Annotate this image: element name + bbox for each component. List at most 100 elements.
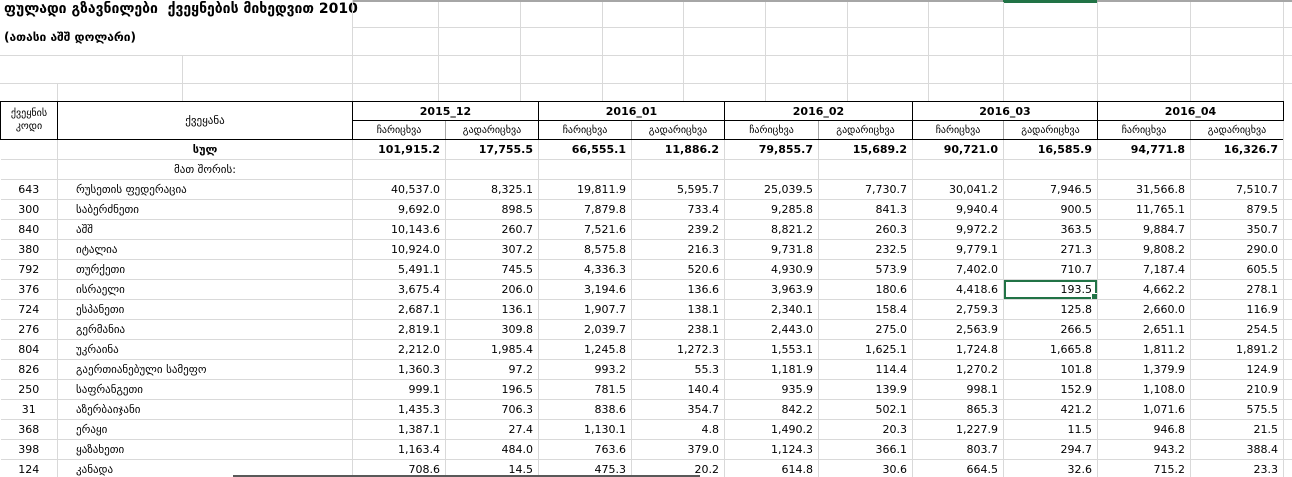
value-cell[interactable]: 2,819.1 xyxy=(352,319,446,340)
value-cell[interactable]: 350.7 xyxy=(1190,219,1284,240)
col-header-outflow[interactable]: გადარიცხვა xyxy=(445,120,539,140)
value-cell[interactable]: 16,326.7 xyxy=(1190,139,1284,160)
value-cell[interactable]: 898.5 xyxy=(445,199,539,220)
col-header-country-code[interactable]: ქვეყნის კოდი xyxy=(0,101,58,140)
value-cell[interactable]: 7,510.7 xyxy=(1190,179,1284,200)
country-name-cell[interactable]: გერმანია xyxy=(57,319,353,340)
value-cell[interactable]: 1,108.0 xyxy=(1097,379,1191,400)
value-cell[interactable]: 9,884.7 xyxy=(1097,219,1191,240)
value-cell[interactable] xyxy=(1097,159,1191,180)
col-header-inflow[interactable]: ჩარიცხვა xyxy=(538,120,632,140)
value-cell[interactable]: 1,907.7 xyxy=(538,299,632,320)
value-cell[interactable]: 16,585.9 xyxy=(1003,139,1098,160)
value-cell[interactable]: 715.2 xyxy=(1097,459,1191,477)
value-cell[interactable]: 266.5 xyxy=(1003,319,1098,340)
value-cell[interactable]: 4.8 xyxy=(631,419,725,440)
value-cell[interactable]: 1,245.8 xyxy=(538,339,632,360)
value-cell[interactable]: 5,595.7 xyxy=(631,179,725,200)
value-cell[interactable]: 275.0 xyxy=(818,319,913,340)
col-header-month[interactable]: 2016_04 xyxy=(1097,101,1284,121)
value-cell[interactable]: 20.3 xyxy=(818,419,913,440)
col-header-outflow[interactable]: გადარიცხვა xyxy=(631,120,725,140)
value-cell[interactable]: 10,143.6 xyxy=(352,219,446,240)
value-cell[interactable]: 11,765.1 xyxy=(1097,199,1191,220)
value-cell[interactable]: 946.8 xyxy=(1097,419,1191,440)
value-cell[interactable]: 502.1 xyxy=(818,399,913,420)
country-code-cell[interactable]: 826 xyxy=(0,359,58,380)
value-cell[interactable]: 260.3 xyxy=(818,219,913,240)
value-cell[interactable]: 388.4 xyxy=(1190,439,1284,460)
country-code-cell[interactable] xyxy=(0,159,58,180)
value-cell[interactable]: 781.5 xyxy=(538,379,632,400)
value-cell[interactable]: 935.9 xyxy=(724,379,819,400)
value-cell[interactable]: 745.5 xyxy=(445,259,539,280)
value-cell[interactable]: 1,163.4 xyxy=(352,439,446,460)
value-cell[interactable]: 2,563.9 xyxy=(912,319,1004,340)
value-cell[interactable]: 354.7 xyxy=(631,399,725,420)
country-name-cell[interactable]: უკრაინა xyxy=(57,339,353,360)
value-cell[interactable]: 4,662.2 xyxy=(1097,279,1191,300)
country-code-cell[interactable]: 300 xyxy=(0,199,58,220)
value-cell[interactable]: 4,930.9 xyxy=(724,259,819,280)
value-cell[interactable] xyxy=(352,159,446,180)
value-cell[interactable]: 152.9 xyxy=(1003,379,1098,400)
value-cell[interactable]: 14.5 xyxy=(445,459,539,477)
value-cell[interactable]: 421.2 xyxy=(1003,399,1098,420)
value-cell[interactable]: 180.6 xyxy=(818,279,913,300)
value-cell[interactable]: 614.8 xyxy=(724,459,819,477)
value-cell[interactable]: 1,227.9 xyxy=(912,419,1004,440)
col-header-inflow[interactable]: ჩარიცხვა xyxy=(1097,120,1191,140)
col-header-country[interactable]: ქვეყანა xyxy=(57,101,353,140)
country-name-cell[interactable]: ყაზახეთი xyxy=(57,439,353,460)
value-cell[interactable]: 294.7 xyxy=(1003,439,1098,460)
value-cell[interactable]: 260.7 xyxy=(445,219,539,240)
value-cell[interactable]: 309.8 xyxy=(445,319,539,340)
value-cell[interactable]: 32.6 xyxy=(1003,459,1098,477)
value-cell[interactable]: 363.5 xyxy=(1003,219,1098,240)
value-cell[interactable]: 140.4 xyxy=(631,379,725,400)
value-cell[interactable]: 66,555.1 xyxy=(538,139,632,160)
value-cell[interactable]: 101.8 xyxy=(1003,359,1098,380)
value-cell[interactable]: 20.2 xyxy=(631,459,725,477)
value-cell[interactable] xyxy=(912,159,1004,180)
value-cell[interactable]: 124.9 xyxy=(1190,359,1284,380)
value-cell[interactable]: 475.3 xyxy=(538,459,632,477)
value-cell[interactable]: 1,553.1 xyxy=(724,339,819,360)
value-cell[interactable]: 2,759.3 xyxy=(912,299,1004,320)
value-cell[interactable]: 9,940.4 xyxy=(912,199,1004,220)
country-code-cell[interactable]: 643 xyxy=(0,179,58,200)
value-cell[interactable]: 803.7 xyxy=(912,439,1004,460)
value-cell[interactable]: 9,731.8 xyxy=(724,239,819,260)
value-cell[interactable]: 278.1 xyxy=(1190,279,1284,300)
value-cell[interactable]: 19,811.9 xyxy=(538,179,632,200)
selected-cell[interactable]: 193.5 xyxy=(1003,279,1098,300)
value-cell[interactable]: 1,270.2 xyxy=(912,359,1004,380)
col-header-inflow[interactable]: ჩარიცხვა xyxy=(352,120,446,140)
value-cell[interactable]: 7,946.5 xyxy=(1003,179,1098,200)
value-cell[interactable]: 27.4 xyxy=(445,419,539,440)
value-cell[interactable]: 1,379.9 xyxy=(1097,359,1191,380)
col-header-inflow[interactable]: ჩარიცხვა xyxy=(912,120,1004,140)
value-cell[interactable]: 7,730.7 xyxy=(818,179,913,200)
col-header-month[interactable]: 2016_01 xyxy=(538,101,725,121)
value-cell[interactable]: 8,575.8 xyxy=(538,239,632,260)
value-cell[interactable] xyxy=(1190,159,1284,180)
value-cell[interactable]: 2,340.1 xyxy=(724,299,819,320)
value-cell[interactable]: 879.5 xyxy=(1190,199,1284,220)
value-cell[interactable]: 7,521.6 xyxy=(538,219,632,240)
country-code-cell[interactable]: 724 xyxy=(0,299,58,320)
value-cell[interactable]: 9,779.1 xyxy=(912,239,1004,260)
value-cell[interactable]: 101,915.2 xyxy=(352,139,446,160)
value-cell[interactable]: 79,855.7 xyxy=(724,139,819,160)
value-cell[interactable]: 865.3 xyxy=(912,399,1004,420)
value-cell[interactable]: 838.6 xyxy=(538,399,632,420)
value-cell[interactable]: 11.5 xyxy=(1003,419,1098,440)
value-cell[interactable]: 1,124.3 xyxy=(724,439,819,460)
value-cell[interactable]: 1,387.1 xyxy=(352,419,446,440)
value-cell[interactable]: 708.6 xyxy=(352,459,446,477)
value-cell[interactable]: 31,566.8 xyxy=(1097,179,1191,200)
value-cell[interactable]: 1,130.1 xyxy=(538,419,632,440)
value-cell[interactable]: 307.2 xyxy=(445,239,539,260)
country-name-cell[interactable]: აზერბაიჯანი xyxy=(57,399,353,420)
value-cell[interactable]: 17,755.5 xyxy=(445,139,539,160)
